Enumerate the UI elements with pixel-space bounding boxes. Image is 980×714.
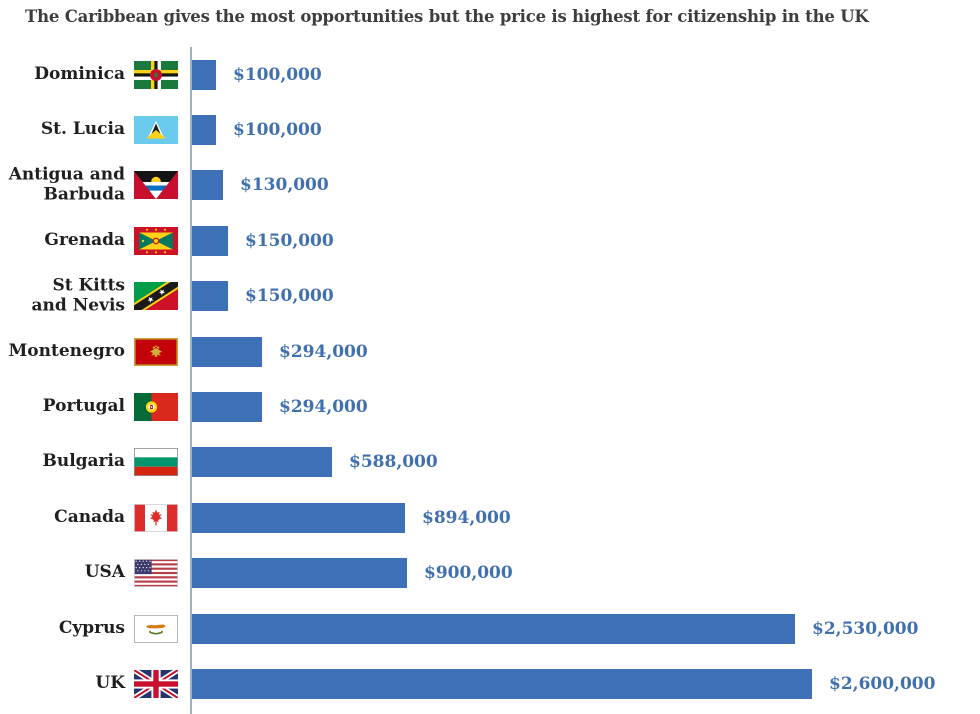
portugal-flag-icon	[134, 393, 178, 422]
country-label-line: Barbuda	[43, 184, 126, 205]
grenada-flag-icon	[134, 226, 178, 255]
country-label-line: Antigua and	[8, 164, 125, 185]
country-label-line: St Kitts	[52, 275, 125, 296]
chart-row: Bulgaria $588,000	[0, 435, 980, 490]
country-label-line: and Nevis	[31, 295, 125, 316]
country-label-line: Bulgaria	[42, 451, 125, 472]
value-bar	[192, 170, 223, 201]
country-label: St Kitts and Nevis	[0, 275, 125, 316]
y-axis-line	[190, 47, 192, 714]
chart-row: Grenada $150,000	[0, 213, 980, 268]
chart-row: USA $900,000	[0, 546, 980, 601]
chart-row: St Kitts and Nevis $150,000	[0, 269, 980, 324]
country-label: USA	[0, 563, 125, 583]
country-label: Montenegro	[0, 340, 125, 362]
country-label-line: UK	[95, 673, 125, 694]
antigua-and-barbuda-flag-icon	[134, 171, 178, 200]
value-label: $150,000	[245, 286, 334, 307]
value-bar	[192, 281, 228, 312]
country-label-line: Grenada	[44, 230, 125, 251]
country-label: Dominica	[0, 63, 125, 85]
value-label: $588,000	[349, 452, 438, 473]
chart-row: Montenegro $294,000	[0, 324, 980, 379]
value-label: $150,000	[245, 230, 334, 251]
montenegro-flag-icon	[134, 337, 178, 366]
value-label: $894,000	[422, 507, 511, 528]
country-label: Portugal	[0, 397, 125, 417]
country-label: Antigua and Barbuda	[0, 164, 126, 205]
country-label-line: Canada	[54, 507, 125, 528]
value-bar	[192, 392, 262, 423]
country-label: Canada	[0, 507, 125, 528]
st-lucia-flag-icon	[134, 116, 178, 145]
chart-row: Portugal $294,000	[0, 379, 980, 434]
dominica-flag-icon	[134, 60, 178, 89]
chart-row: St. Lucia $100,000	[0, 102, 980, 157]
value-label: $2,600,000	[829, 673, 936, 694]
value-bar	[192, 225, 228, 256]
uk-flag-icon	[134, 669, 178, 698]
value-label: $100,000	[233, 64, 322, 85]
st-kitts-and-nevis-flag-icon	[134, 282, 178, 311]
value-label: $2,530,000	[812, 618, 919, 639]
value-bar	[192, 59, 216, 90]
chart-row: Cyprus $2,530,000	[0, 601, 980, 656]
value-bar	[192, 668, 812, 699]
country-label-line: Portugal	[42, 396, 125, 417]
country-label: Grenada	[0, 231, 125, 251]
value-bar	[192, 115, 216, 146]
value-bar	[192, 558, 407, 589]
cyprus-flag-icon	[134, 614, 178, 643]
chart-rows: Dominica $100,000 St. Lucia $100,000 Antigua…	[0, 47, 980, 712]
country-label-line: St. Lucia	[40, 119, 125, 140]
value-bar	[192, 502, 405, 533]
value-label: $294,000	[279, 341, 368, 362]
country-label: St. Lucia	[0, 120, 125, 140]
chart-row: UK $2,600,000	[0, 656, 980, 711]
chart-row: Dominica $100,000	[0, 47, 980, 102]
bulgaria-flag-icon	[134, 448, 178, 477]
value-bar	[192, 447, 332, 478]
country-label-line: Cyprus	[58, 617, 125, 638]
value-bar	[192, 336, 262, 367]
country-label: Bulgaria	[0, 451, 125, 473]
value-label: $100,000	[233, 120, 322, 141]
chart-row: Canada $894,000	[0, 490, 980, 545]
country-label: UK	[0, 674, 125, 694]
usa-flag-icon	[134, 559, 178, 588]
value-bar	[192, 613, 795, 644]
value-label: $130,000	[240, 175, 329, 196]
value-label: $294,000	[279, 397, 368, 418]
country-label-line: USA	[84, 562, 125, 583]
value-label: $900,000	[424, 563, 513, 584]
country-label: Cyprus	[0, 617, 125, 639]
canada-flag-icon	[134, 503, 178, 532]
chart-title: The Caribbean gives the most opportuniti…	[25, 7, 869, 26]
country-label-line: Dominica	[34, 63, 125, 84]
chart-row: Antigua and Barbuda $130,000	[0, 158, 980, 213]
country-label-line: Montenegro	[8, 340, 125, 361]
